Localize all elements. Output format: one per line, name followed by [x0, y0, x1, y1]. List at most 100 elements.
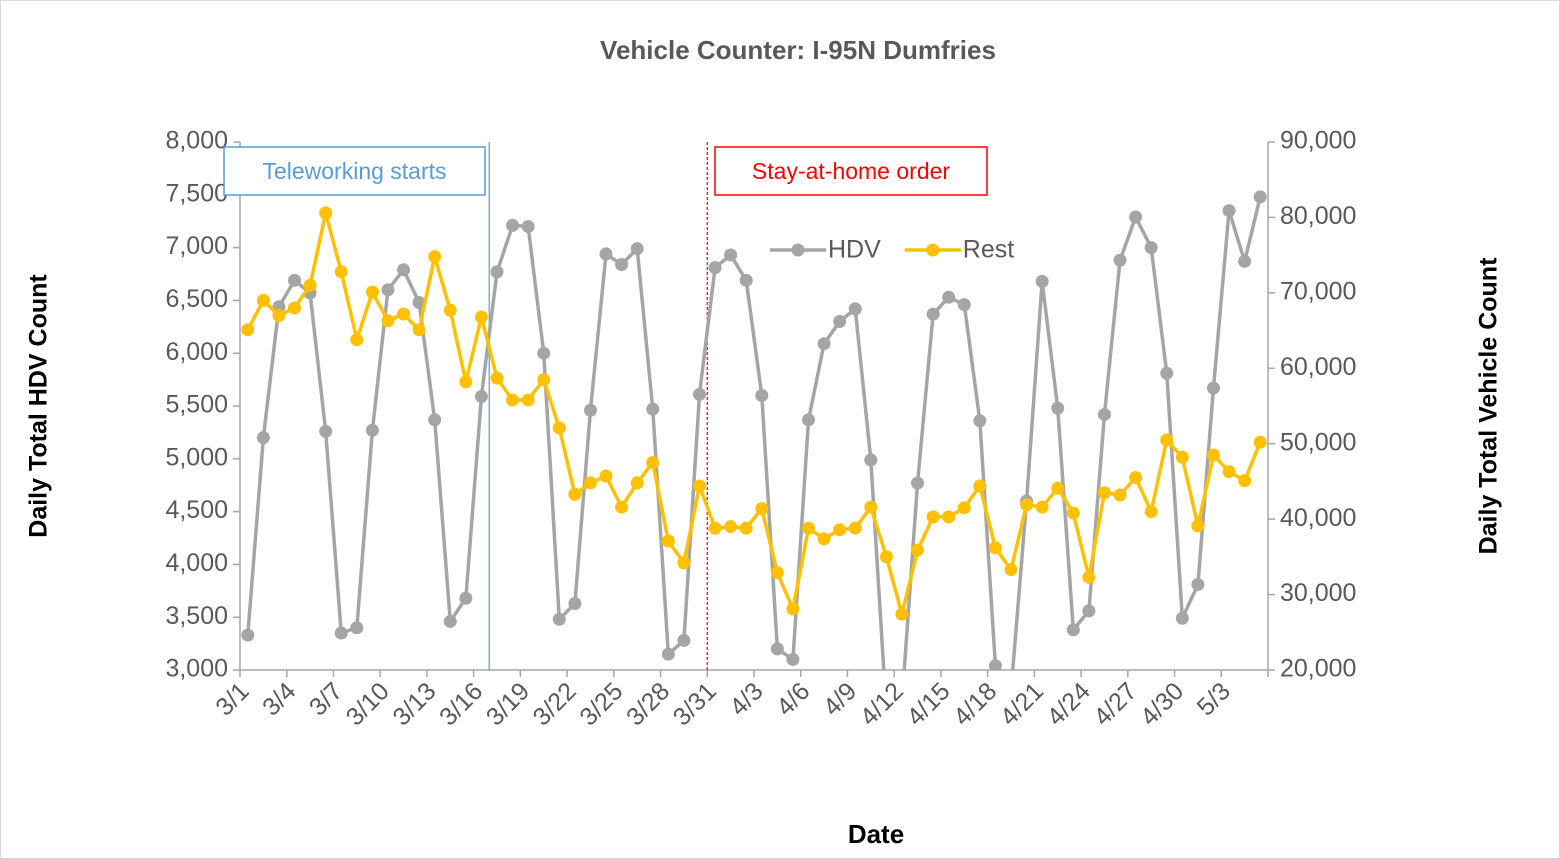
data-point [708, 521, 722, 535]
data-point [256, 431, 270, 445]
data-point [1129, 471, 1143, 485]
data-point [677, 633, 691, 647]
data-point [833, 315, 847, 329]
data-point [692, 479, 706, 493]
y-tick-label: 3,000 [165, 655, 228, 683]
data-point [1191, 577, 1205, 591]
data-point [1066, 623, 1080, 637]
chart-title: Vehicle Counter: I-95N Dumfries [600, 35, 996, 65]
y-axis-label: Daily Total HDV Count [25, 274, 53, 538]
data-point [1051, 401, 1065, 415]
data-point [817, 532, 831, 546]
annotation-box [714, 146, 988, 196]
data-point [552, 612, 566, 626]
data-point [303, 278, 317, 292]
data-point [365, 285, 379, 299]
y2-tick-label: 30,000 [1280, 579, 1356, 607]
data-point [957, 298, 971, 312]
data-point [1097, 407, 1111, 421]
data-point [1082, 570, 1096, 584]
data-point [412, 296, 426, 310]
data-point [1113, 488, 1127, 502]
y2-tick-label: 80,000 [1280, 202, 1356, 230]
y2-tick-label: 70,000 [1280, 277, 1356, 305]
data-point [1238, 474, 1252, 488]
data-point [1020, 498, 1034, 512]
y-tick-label: 4,500 [165, 496, 228, 524]
data-point [833, 523, 847, 537]
data-point [973, 414, 987, 428]
data-point [1035, 500, 1049, 514]
data-point [319, 424, 333, 438]
data-point [397, 307, 411, 321]
data-point [412, 323, 426, 337]
data-point [1206, 448, 1220, 462]
data-point [739, 521, 753, 535]
data-point [288, 301, 302, 315]
data-point [490, 371, 504, 385]
data-point [755, 502, 769, 516]
y-tick-label: 6,000 [165, 338, 228, 366]
data-point [708, 261, 722, 275]
data-point [973, 479, 987, 493]
data-point [895, 607, 909, 621]
y-tick-label: 6,500 [165, 285, 228, 313]
data-point [490, 265, 504, 279]
data-point [459, 591, 473, 605]
data-point [474, 310, 488, 324]
data-point [864, 453, 878, 467]
y-tick-label: 4,000 [165, 549, 228, 577]
data-point [1082, 604, 1096, 618]
data-point [428, 413, 442, 427]
data-point [942, 510, 956, 524]
data-point [770, 566, 784, 580]
data-point [755, 388, 769, 402]
data-point [1160, 366, 1174, 380]
data-point [615, 257, 629, 271]
data-point [428, 250, 442, 264]
data-point [319, 206, 333, 220]
data-point [443, 614, 457, 628]
y-tick-label: 7,000 [165, 232, 228, 260]
data-point [942, 290, 956, 304]
data-point [537, 373, 551, 387]
data-point [926, 510, 940, 524]
data-point [381, 283, 395, 297]
data-point [988, 541, 1002, 555]
data-point [1051, 481, 1065, 495]
data-point [241, 628, 255, 642]
y-tick-label: 5,000 [165, 443, 228, 471]
data-point [646, 402, 660, 416]
data-point [365, 423, 379, 437]
y-tick-label: 5,500 [165, 391, 228, 419]
data-point [1129, 210, 1143, 224]
data-point [397, 263, 411, 277]
data-point [817, 337, 831, 351]
data-point [568, 487, 582, 501]
data-point [350, 621, 364, 635]
y2-tick-label: 20,000 [1280, 655, 1356, 683]
data-point [1175, 450, 1189, 464]
data-point [739, 273, 753, 287]
data-point [256, 293, 270, 307]
data-point [1097, 486, 1111, 500]
y2-tick-label: 40,000 [1280, 504, 1356, 532]
annotation-text: Stay-at-home order [752, 158, 950, 184]
x-axis-label: Date [848, 819, 904, 849]
data-point [848, 521, 862, 535]
data-point [1238, 254, 1252, 268]
data-point [1222, 204, 1236, 218]
legend-marker [791, 243, 805, 257]
data-point [615, 500, 629, 514]
y-tick-label: 3,500 [165, 602, 228, 630]
data-point [552, 421, 566, 435]
data-point [1004, 563, 1018, 577]
data-point [381, 314, 395, 328]
data-point [724, 520, 738, 534]
data-point [288, 273, 302, 287]
data-point [677, 556, 691, 570]
y2-axis-label: Daily Total Vehicle Count [1475, 257, 1503, 554]
data-point [568, 596, 582, 610]
